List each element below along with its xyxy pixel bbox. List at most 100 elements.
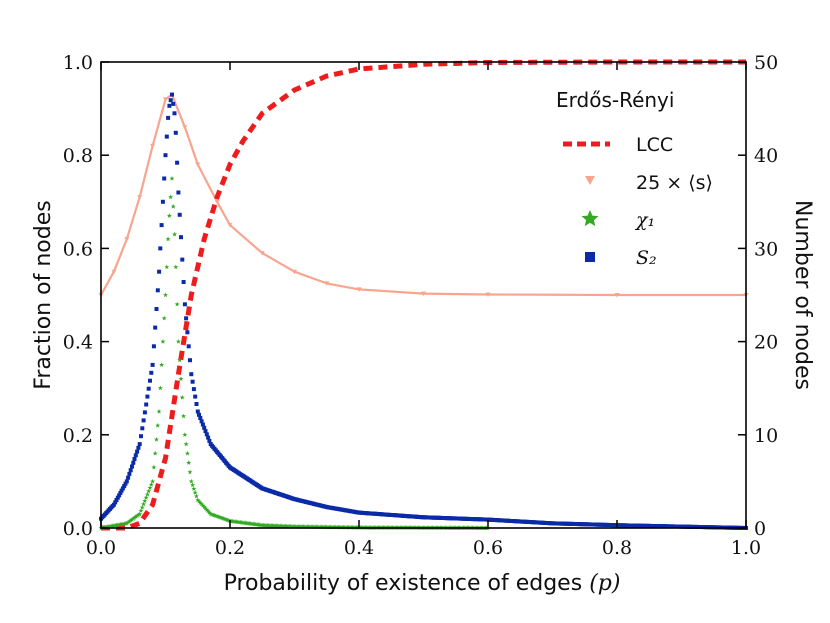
data-point (186, 344, 191, 349)
data-point (177, 357, 183, 363)
y-axis-left-title: Fraction of nodes (31, 200, 56, 389)
data-point (152, 450, 158, 456)
data-point (168, 98, 173, 103)
data-point (203, 429, 208, 434)
data-point (131, 460, 136, 465)
data-point (181, 413, 186, 419)
data-point (145, 491, 150, 497)
data-point (197, 412, 201, 417)
data-point (142, 410, 147, 415)
data-point (292, 269, 297, 275)
data-point (150, 362, 155, 367)
data-point (163, 97, 168, 102)
data-point (150, 143, 156, 149)
data-point (182, 125, 188, 130)
data-point (132, 515, 137, 520)
data-point (118, 491, 123, 495)
data-point (155, 288, 160, 293)
y-left-tick-label: 0.4 (63, 332, 93, 354)
data-point (167, 103, 172, 108)
data-point (137, 442, 142, 447)
data-point (185, 330, 190, 335)
data-point (188, 478, 194, 484)
data-point (117, 493, 122, 498)
y-axis-right-title: Number of nodes (790, 200, 815, 390)
data-point (134, 513, 140, 518)
data-point (207, 438, 212, 443)
data-point (128, 468, 133, 473)
data-point (132, 457, 137, 461)
data-point (154, 307, 159, 311)
data-point (164, 134, 169, 139)
data-point (200, 503, 206, 508)
data-point (111, 502, 116, 507)
x-tick-label: 0.4 (344, 537, 374, 559)
data-point (126, 518, 132, 524)
data-point (173, 130, 178, 135)
x-tick-label: 1.0 (731, 537, 761, 559)
data-point (172, 231, 177, 237)
data-point (141, 501, 146, 507)
data-point (137, 195, 143, 200)
data-point (324, 281, 330, 286)
data-point (159, 223, 164, 228)
data-point (184, 316, 189, 321)
data-point (137, 511, 143, 517)
data-point (111, 269, 117, 275)
data-point (186, 460, 192, 465)
data-point (135, 512, 141, 518)
data-point (195, 497, 201, 503)
x-tick-label: 0.8 (602, 537, 632, 559)
data-point (174, 301, 180, 307)
data-point (227, 223, 233, 228)
data-point (115, 495, 120, 500)
series-25-x-s- (98, 92, 749, 298)
x-tick-label: 0.6 (473, 537, 503, 559)
data-point (150, 478, 156, 484)
data-point (158, 246, 163, 251)
data-point (163, 292, 168, 298)
data-point (191, 486, 197, 491)
data-point (182, 302, 187, 307)
data-point (164, 264, 170, 270)
y-left-tick-label: 1.0 (63, 52, 93, 74)
data-point (148, 378, 152, 383)
data-point (165, 236, 171, 242)
data-point (187, 469, 193, 475)
data-point (166, 115, 171, 120)
y-left-tick-label: 0.0 (63, 518, 93, 540)
data-point (124, 520, 130, 526)
data-point (197, 500, 203, 505)
data-point (113, 500, 118, 505)
data-point (135, 449, 140, 454)
data-point (188, 358, 192, 363)
legend-label-lcc: LCC (636, 134, 673, 156)
legend-swatch-25s (585, 176, 595, 185)
data-point (182, 432, 188, 437)
data-point (190, 482, 196, 488)
data-point (177, 212, 182, 217)
data-point (155, 422, 161, 428)
data-point (179, 394, 185, 400)
y-right-tick-label: 50 (754, 52, 778, 74)
data-point (166, 213, 172, 218)
data-point (163, 153, 168, 158)
legend: Erdős-Rényi LCC 25 × ⟨s⟩ χ₁ S₂ (556, 88, 713, 269)
data-point (485, 292, 491, 298)
y-right-tick-label: 40 (754, 145, 778, 167)
data-point (136, 445, 141, 450)
data-point (141, 418, 146, 423)
data-point (172, 111, 177, 116)
y-right-tick-label: 0 (754, 518, 766, 540)
data-point (175, 160, 180, 165)
data-point (144, 402, 149, 407)
data-point (169, 175, 175, 181)
plot-series (98, 59, 749, 531)
data-point (201, 504, 207, 510)
data-point (142, 498, 148, 504)
y-right-tick-label: 30 (754, 238, 778, 260)
data-point (126, 475, 131, 480)
data-point (161, 315, 167, 321)
data-point (139, 504, 145, 510)
